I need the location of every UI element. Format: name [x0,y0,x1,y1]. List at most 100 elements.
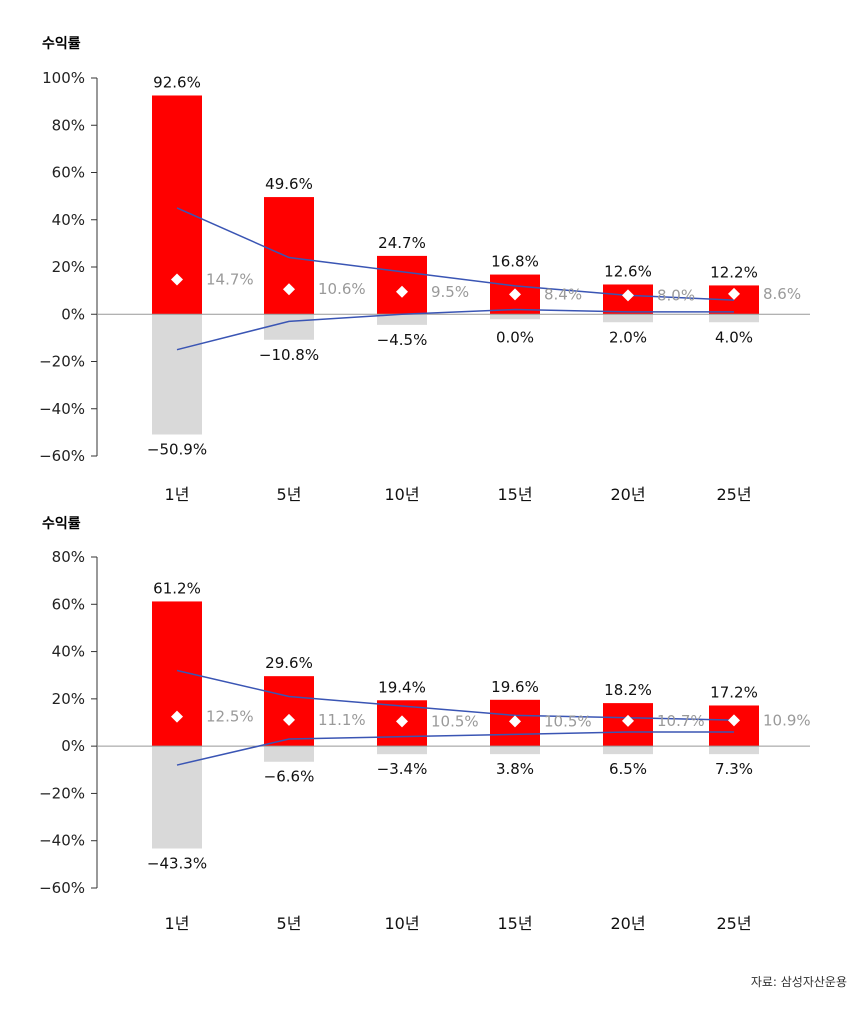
chart1-avg-label: 8.4% [544,285,582,303]
chart2-min-bar [490,746,540,755]
chart1-lower-line [176,308,734,351]
chart1-avg-marker [622,289,634,302]
chart2-min-bar [709,746,759,755]
chart1-y-tick-label: −20% [39,353,85,371]
chart2-category-label: 25년 [716,914,751,933]
chart1-min-label: −50.9% [147,441,207,459]
chart2-min-bar [377,746,427,755]
chart1-avg-marker [283,283,295,296]
chart1-min-label: 2.0% [609,328,647,346]
chart1-max-label: 24.7% [378,234,426,252]
chart2-category-label: 1년 [165,914,190,933]
chart1-min-bar [603,314,653,323]
chart2-avg-label: 11.1% [318,711,366,729]
chart2-upper-line [176,669,735,721]
chart2-max-label: 61.2% [153,579,201,597]
chart2-y-tick-label: −20% [39,784,85,802]
chart1-y-tick-label: −60% [39,447,85,465]
chart1-y-tick-label: 60% [52,164,85,182]
chart1-category-label: 20년 [610,485,645,504]
chart1-avg-marker [171,273,183,286]
chart1-min-label: 0.0% [496,328,534,346]
chart2-max-label: 18.2% [604,681,652,699]
chart2-y-tick-label: 20% [52,690,85,708]
chart2-avg-label: 12.5% [206,708,254,726]
chart2-y-tick-label: −40% [39,832,85,850]
chart1-category-label: 15년 [497,485,532,504]
chart1-max-label: 12.2% [710,263,758,281]
chart1-min-bar [377,314,427,325]
chart2-y-tick-label: 60% [52,595,85,613]
chart1-category-label: 5년 [277,485,302,504]
chart1-min-bar [264,314,314,340]
chart1-category-label: 25년 [716,485,751,504]
chart1-y-tick-label: 40% [52,211,85,229]
chart2-avg-marker [728,714,740,727]
chart2-category-label: 5년 [277,914,302,933]
chart1-avg-label: 8.0% [657,286,695,304]
chart1-max-bar [377,255,427,315]
chart1-min-bar [490,314,540,320]
chart1-y-tick-label: 0% [61,305,85,323]
chart1-min-label: −10.8% [259,346,319,364]
chart1-min-bar [709,314,759,323]
chart2-y-tick-label: 40% [52,643,85,661]
chart2-avg-label: 10.7% [657,712,705,730]
chart2-y-axis-title: 수익률 [42,515,81,532]
chart2-max-label: 19.4% [378,678,426,696]
chart1-y-tick-label: −40% [39,400,85,418]
chart2-category-label: 15년 [497,914,532,933]
chart2-lower-line [176,731,734,766]
chart2-max-bar [264,676,314,747]
chart1-avg-label: 9.5% [431,283,469,301]
chart2-avg-marker [396,715,408,728]
source-note: 자료: 삼성자산운용 [750,975,847,989]
chart1-max-label: 49.6% [265,175,313,193]
chart1-max-bar [264,197,314,315]
chart1-min-label: 4.0% [715,328,753,346]
chart1-avg-marker [509,288,521,301]
chart1-y-tick-label: 20% [52,258,85,276]
chart2-avg-marker [283,713,295,726]
chart2-min-bar [152,746,202,849]
chart2-category-label: 10년 [384,914,419,933]
chart1-avg-label: 14.7% [206,271,254,289]
chart1-max-label: 16.8% [491,253,539,271]
chart2-min-label: 6.5% [609,760,647,778]
chart2-y-tick-label: 0% [61,737,85,755]
chart1-avg-label: 8.6% [763,285,801,303]
chart1-avg-label: 10.6% [318,280,366,298]
chart1-category-label: 10년 [384,485,419,504]
chart2-max-label: 19.6% [491,678,539,696]
chart2-y-tick-label: 80% [52,548,85,566]
chart2-avg-marker [622,714,634,727]
chart2-avg-label: 10.5% [544,712,592,730]
chart2-min-label: −6.6% [264,768,315,786]
chart2-avg-marker [171,710,183,723]
chart1-y-tick-label: 80% [52,116,85,134]
chart1-min-bar [152,314,202,435]
chart2-max-label: 29.6% [265,654,313,672]
chart2-min-label: −3.4% [377,760,428,778]
chart2-min-bar [603,746,653,755]
chart1-max-label: 92.6% [153,73,201,91]
chart2-category-label: 20년 [610,914,645,933]
chart1-upper-line [176,207,735,301]
chart2-y-tick-label: −60% [39,879,85,897]
chart2-min-label: 3.8% [496,760,534,778]
chart2-min-label: −43.3% [147,855,207,873]
chart2-max-label: 17.2% [710,683,758,701]
chart1-y-tick-label: 100% [42,69,85,87]
chart1-avg-marker [728,287,740,300]
chart2-min-bar [264,746,314,762]
chart1-category-label: 1년 [165,485,190,504]
chart1-avg-marker [396,285,408,298]
chart2-avg-marker [509,715,521,728]
chart2-avg-label: 10.5% [431,712,479,730]
chart1-max-label: 12.6% [604,262,652,280]
chart1-y-axis-title: 수익률 [42,35,81,52]
chart2-avg-label: 10.9% [763,711,811,729]
chart2-min-label: 7.3% [715,760,753,778]
chart1-min-label: −4.5% [377,331,428,349]
